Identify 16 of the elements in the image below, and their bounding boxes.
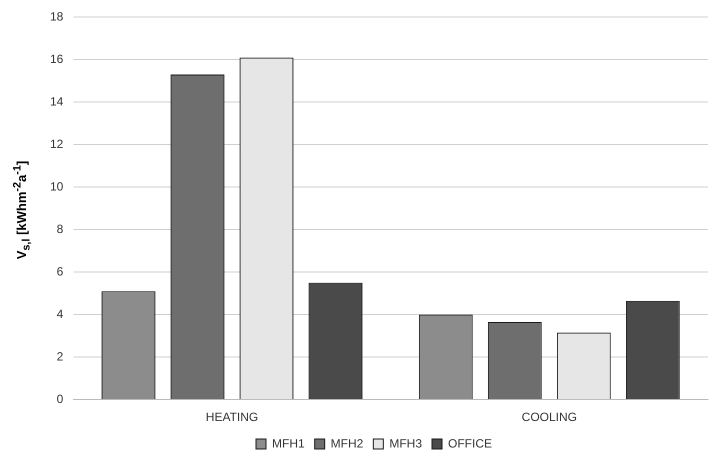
y-tick-label: 8 <box>56 222 64 236</box>
legend-label: MFH1 <box>272 436 305 450</box>
x-tick-label: HEATING <box>206 410 258 424</box>
y-tick-label: 12 <box>50 136 64 151</box>
y-tick-label: 0 <box>56 392 64 406</box>
y-tick-label: 18 <box>50 10 64 24</box>
legend-label: MFH2 <box>330 436 364 450</box>
legend-label: OFFICE <box>448 436 492 450</box>
y-tick-label: 6 <box>56 264 64 278</box>
y-tick-label: 4 <box>56 306 64 321</box>
y-tick-label: 2 <box>56 349 64 364</box>
y-tick-label: 10 <box>50 179 64 194</box>
y-tick-label: 14 <box>50 94 64 108</box>
y-tick-label: 16 <box>50 52 64 66</box>
x-tick-label: COOLING <box>522 410 578 424</box>
legend-label: MFH3 <box>389 436 422 450</box>
